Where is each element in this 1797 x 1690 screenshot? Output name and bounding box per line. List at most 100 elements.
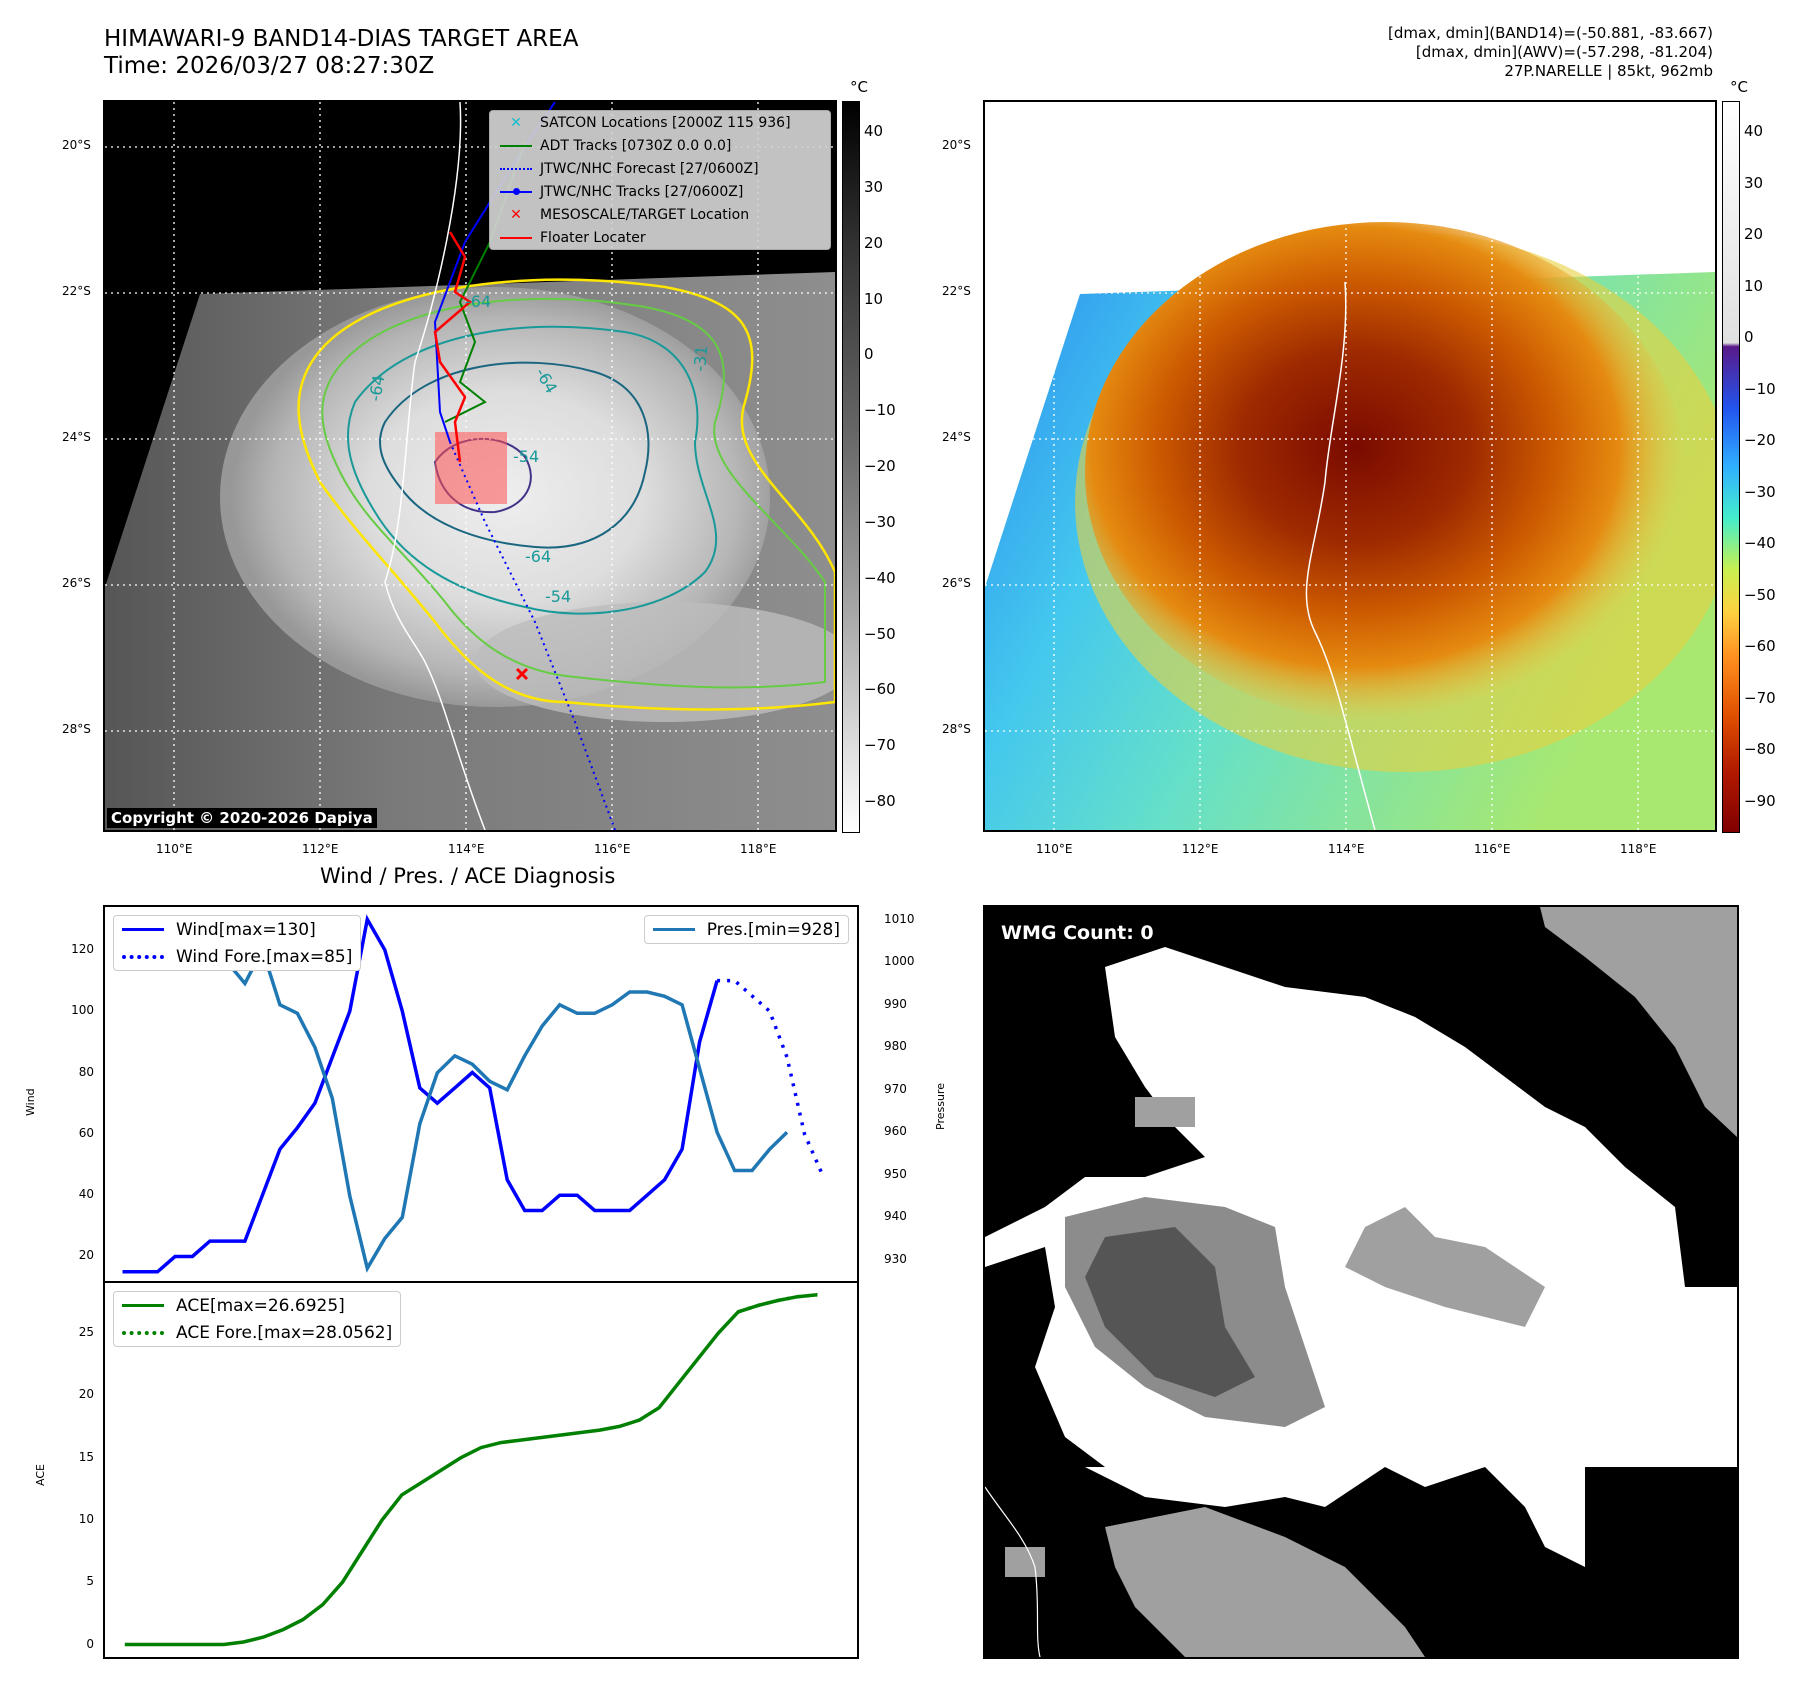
wind-forecast-line [717, 978, 824, 1175]
chart-title: HIMAWARI-9 BAND14-DIAS TARGET AREA Time:… [104, 26, 578, 80]
wind-axis-tick: 100 [71, 1003, 94, 1018]
color-colorbar-tick: 10 [1744, 276, 1764, 295]
ace-axis-tick: 0 [86, 1636, 94, 1651]
wmg-gray-patch [1135, 1097, 1195, 1127]
contour-yellow [297, 278, 835, 711]
lon-label: 112°E [1182, 842, 1219, 856]
legend-item-wind-fore: Wind Fore.[max=85] [114, 943, 360, 970]
wind-series-line [122, 914, 719, 1274]
line-icon [498, 144, 534, 147]
ace-axis-tick: 15 [78, 1449, 94, 1464]
dotted-line-icon [122, 954, 164, 959]
legend-label: ACE[max=26.6925] [176, 1295, 345, 1316]
copyright-label: Copyright © 2020-2026 Dapiya [107, 808, 377, 828]
wmg-gray-top [1540, 907, 1737, 1137]
color-colorbar-unit: °C [1730, 78, 1748, 96]
legend-item-tracks: JTWC/NHC Tracks [27/0600Z] [490, 180, 830, 203]
mesoscale-marker [515, 667, 529, 681]
wind-pres-panel: Wind[max=130] Wind Fore.[max=85] Pres.[m… [103, 905, 859, 1283]
color-coastline [1305, 281, 1376, 830]
legend-item-floater: Floater Locater [490, 226, 830, 249]
contour-label: -31 [690, 345, 711, 373]
ace-legend: ACE[max=26.6925] ACE Fore.[max=28.0562] [113, 1291, 402, 1347]
wmg-coastline [985, 1486, 1041, 1657]
color-colorbar-tick: 40 [1744, 122, 1764, 140]
gray-colorbar-tick: −10 [864, 401, 896, 420]
line-dot-icon [498, 187, 534, 195]
legend-item-mesoscale: ✕ MESOSCALE/TARGET Location [490, 203, 830, 226]
ace-axis-tick: 25 [78, 1324, 94, 1339]
pressure-axis-tick: 930 [884, 1251, 907, 1266]
lat-label: 20°S [62, 138, 91, 152]
info-line-3: 27P.NARELLE | 85kt, 962mb [1504, 62, 1713, 80]
legend-item-satcon: ✕ SATCON Locations [2000Z 115 936] [490, 111, 830, 134]
gray-colorbar-tick: −50 [864, 624, 896, 643]
color-colorbar-tick: −70 [1744, 688, 1776, 707]
wmg-black-region-lower [985, 1247, 1105, 1467]
lon-label: 110°E [1036, 842, 1073, 856]
legend-item-adt: ADT Tracks [0730Z 0.0 0.0] [490, 134, 830, 157]
title-line-1: HIMAWARI-9 BAND14-DIAS TARGET AREA [104, 26, 579, 52]
lon-label: 118°E [740, 842, 777, 856]
color-colorbar [1722, 101, 1740, 833]
legend-label: JTWC/NHC Tracks [27/0600Z] [540, 183, 744, 200]
pressure-axis-tick: 1010 [884, 911, 915, 926]
ir-rainband [475, 602, 835, 722]
coastline [384, 102, 486, 830]
ace-forecast-line [737, 1293, 818, 1314]
color-map-gridlines [985, 102, 1715, 830]
pressure-axis-tick: 950 [884, 1166, 907, 1181]
lat-label: 28°S [62, 722, 91, 736]
wmg-black-corner [1585, 1467, 1737, 1657]
ace-panel: ACE[max=26.6925] ACE Fore.[max=28.0562] [103, 1281, 859, 1659]
color-cloud-mass [1085, 222, 1685, 722]
pressure-series-line [122, 918, 789, 1273]
lat-label: 28°S [942, 722, 971, 736]
line-icon [498, 236, 534, 239]
legend-item-pres: Pres.[min=928] [645, 916, 848, 943]
contour-label: -54 [513, 447, 539, 466]
pressure-axis-tick: 990 [884, 996, 907, 1011]
ir-map-svg: -64 -64 -54 -64 -54 -31 -64 [105, 102, 835, 830]
pressure-axis-tick: 960 [884, 1124, 907, 1139]
legend-label: MESOSCALE/TARGET Location [540, 206, 750, 223]
contour-teal [346, 325, 718, 615]
contour-label: -64 [365, 374, 388, 403]
gray-colorbar-tick: 40 [864, 122, 884, 140]
floater-track [433, 231, 473, 463]
lat-label: 22°S [942, 284, 971, 298]
x-marker-icon: ✕ [510, 114, 522, 131]
legend-label: JTWC/NHC Forecast [27/0600Z] [540, 160, 759, 177]
wmg-black-region [985, 907, 1737, 1287]
color-colorbar-tick: −90 [1744, 792, 1776, 810]
gray-colorbar-tick: 20 [864, 233, 884, 252]
contour-label: -54 [545, 587, 571, 606]
color-colorbar-tick: −30 [1744, 482, 1776, 501]
legend-label: SATCON Locations [2000Z 115 936] [540, 114, 791, 131]
line-icon [122, 1304, 164, 1307]
color-colorbar-tick: 0 [1744, 328, 1754, 347]
color-colorbar-tick: −20 [1744, 431, 1776, 450]
gray-colorbar [842, 101, 860, 833]
line-icon [122, 928, 164, 931]
legend-label: Wind[max=130] [176, 919, 316, 940]
color-colorbar-tick: −80 [1744, 740, 1776, 759]
legend-item-wind: Wind[max=130] [114, 916, 360, 943]
ace-axis-tick: 10 [78, 1511, 94, 1526]
x-marker-icon: ✕ [510, 206, 522, 223]
color-colorbar-tick: −60 [1744, 637, 1776, 656]
wmg-gray-small [1005, 1547, 1045, 1577]
lat-label: 20°S [942, 138, 971, 152]
info-line-1: [dmax, dmin](BAND14)=(-50.881, -83.667) [1388, 24, 1713, 42]
ace-axis-label: ACE [34, 1464, 47, 1486]
wmg-svg [985, 907, 1737, 1657]
legend-item-ace-fore: ACE Fore.[max=28.0562] [114, 1319, 400, 1346]
lon-label: 110°E [156, 842, 193, 856]
map-legend: ✕ SATCON Locations [2000Z 115 936] ADT Tr… [489, 110, 831, 250]
legend-item-ace: ACE[max=26.6925] [114, 1292, 400, 1319]
lat-label: 26°S [942, 576, 971, 590]
ace-series-line [124, 1293, 818, 1647]
wmg-count-label: WMG Count: 0 [995, 919, 1160, 947]
gray-colorbar-tick: −20 [864, 457, 896, 475]
color-colorbar-tick: −10 [1744, 379, 1776, 398]
